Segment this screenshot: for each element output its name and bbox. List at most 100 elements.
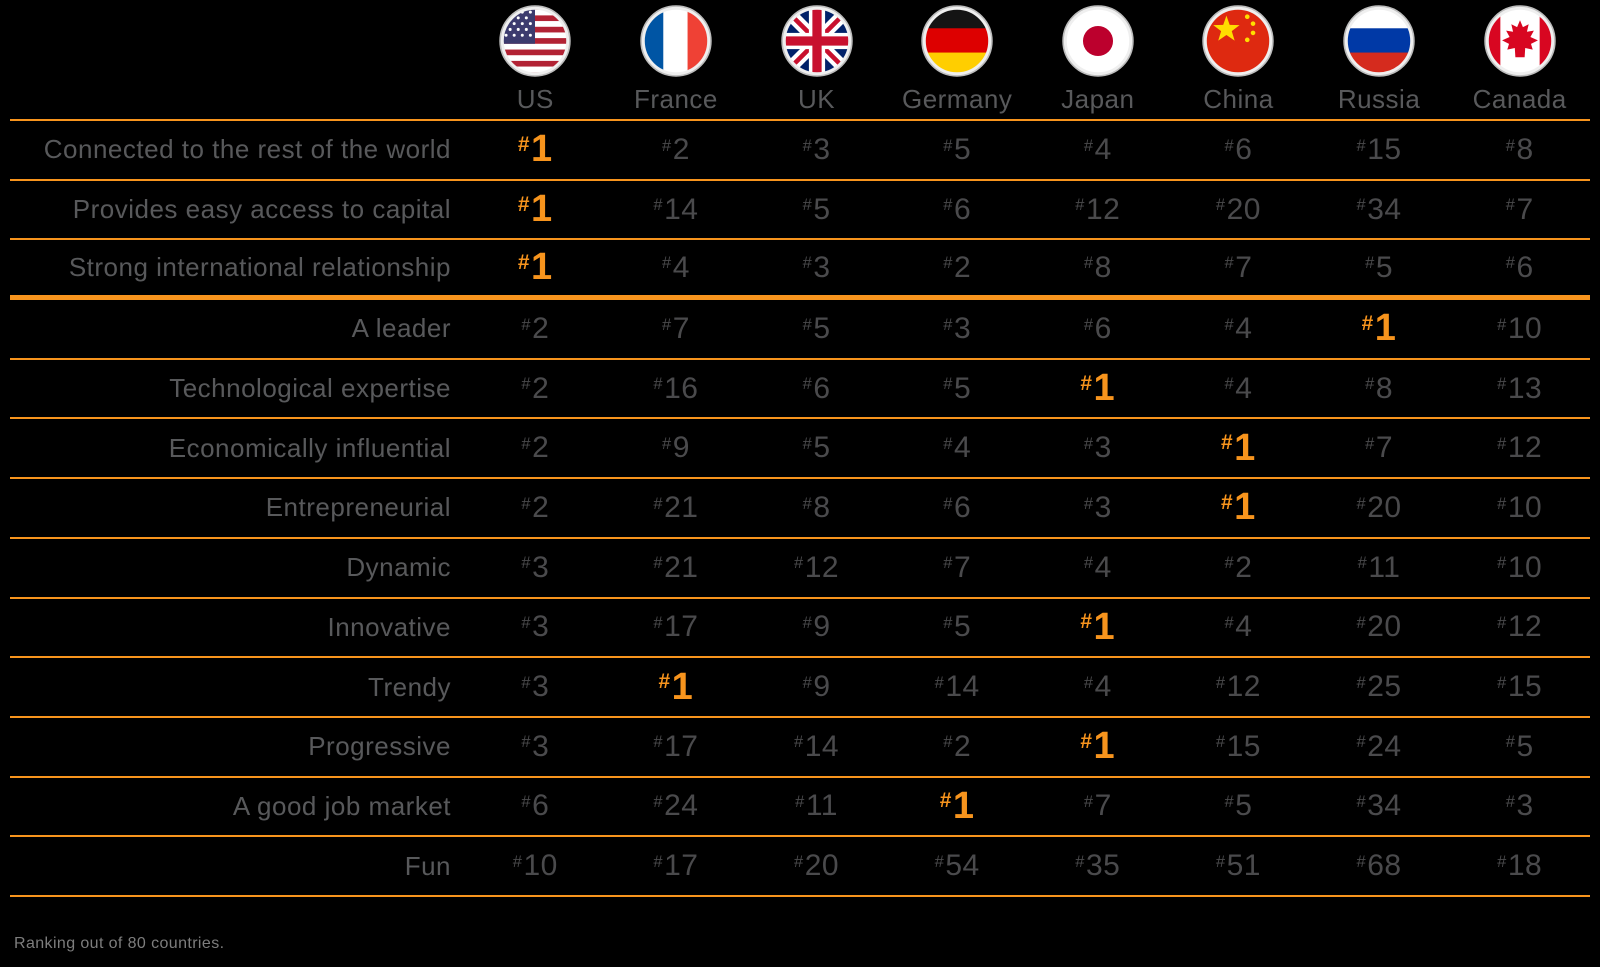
rank-number: 2 (672, 132, 690, 166)
rank-number: 7 (953, 550, 972, 584)
rank-hash-prefix: # (1505, 733, 1516, 752)
rank-hash-prefix: # (653, 375, 664, 394)
rank-hash-prefix: # (653, 196, 664, 215)
rank-number: 4 (1235, 610, 1253, 644)
rank-hash-prefix: # (943, 254, 953, 273)
rank-value: #7 (1309, 431, 1450, 465)
table-row: Connected to the rest of the world #1 #2 #3… (10, 121, 1590, 181)
rank-value: #8 (746, 491, 887, 525)
rank-number: 6 (953, 490, 972, 524)
rank-hash-prefix: # (802, 435, 813, 454)
rank-number: 35 (1085, 849, 1121, 883)
row-label: Economically influential (168, 432, 451, 463)
rank-hash-prefix: # (653, 793, 664, 812)
rank-hash-prefix: # (1221, 491, 1234, 515)
rank-hash-prefix: # (1497, 315, 1507, 334)
rank-number: 5 (1375, 250, 1393, 284)
table-row: Provides easy access to capital #1 #14 #5 #6… (10, 181, 1590, 241)
rank-number: 8 (1516, 132, 1534, 166)
rank-hash-prefix: # (1356, 614, 1367, 633)
rank-value: #2 (606, 133, 747, 167)
rank-number: 1 (531, 128, 553, 171)
rank-number: 15 (1226, 729, 1261, 763)
rank-number: 10 (523, 849, 558, 883)
table-row: Fun #10 #17 #20 #54 #35 #51 #68 #18 (10, 837, 1590, 897)
rank-hash-prefix: # (1224, 375, 1235, 394)
rank-number: 5 (813, 311, 831, 345)
rank-hash-prefix: # (662, 254, 672, 273)
rank-hash-prefix: # (1080, 729, 1093, 753)
table-row: Progressive #3 #17 #14 #2 #1 #15 #24 #5 (10, 718, 1590, 778)
rank-value: #13 (1449, 372, 1590, 406)
rank-value-top: #1 (465, 188, 606, 231)
rank-number: 34 (1367, 789, 1402, 823)
footnote: Ranking out of 80 countries. (14, 935, 225, 952)
rank-hash-prefix: # (1083, 554, 1094, 573)
rank-hash-prefix: # (1075, 852, 1085, 871)
rank-number: 24 (664, 789, 699, 823)
table-header-row: US France UK Germany (10, 0, 1590, 121)
rank-hash-prefix: # (795, 793, 805, 812)
rank-value: #21 (606, 551, 747, 585)
rank-number: 1 (1374, 307, 1397, 350)
rank-hash-prefix: # (1365, 435, 1375, 454)
rank-hash-prefix: # (521, 793, 532, 812)
rank-hash-prefix: # (512, 852, 523, 871)
rank-number: 20 (1367, 490, 1402, 524)
row-label: Provides easy access to capital (72, 194, 451, 225)
rank-number: 2 (532, 311, 550, 345)
rank-hash-prefix: # (943, 435, 953, 454)
rank-number: 15 (1507, 670, 1543, 704)
rank-hash-prefix: # (1083, 494, 1094, 513)
rank-value: #6 (887, 193, 1028, 227)
rank-hash-prefix: # (943, 375, 953, 394)
rank-number: 17 (664, 610, 699, 644)
rank-hash-prefix: # (939, 789, 952, 813)
rank-value: #25 (1309, 670, 1450, 704)
rank-value: #12 (1449, 431, 1590, 465)
rank-value-top: #1 (1028, 725, 1169, 768)
rank-number: 7 (1235, 250, 1253, 284)
rank-hash-prefix: # (794, 554, 804, 573)
rank-value: #9 (606, 431, 747, 465)
rank-value-top: #1 (1168, 486, 1309, 529)
rank-number: 3 (532, 610, 550, 644)
rank-number: 10 (1507, 550, 1543, 584)
rank-number: 25 (1367, 670, 1402, 704)
country-label: China (1203, 84, 1274, 114)
rank-number: 3 (813, 250, 831, 284)
rank-hash-prefix: # (1215, 733, 1226, 752)
table-body: Connected to the rest of the world #1 #2 #3… (10, 121, 1590, 897)
rank-number: 6 (1094, 311, 1112, 345)
rank-number: 3 (1094, 490, 1112, 524)
column-header-france: France (606, 0, 747, 119)
rank-number: 17 (664, 849, 699, 883)
rank-hash-prefix: # (934, 673, 945, 692)
rank-number: 5 (953, 132, 972, 166)
rank-number: 5 (1516, 729, 1534, 763)
rank-hash-prefix: # (794, 733, 804, 752)
rank-hash-prefix: # (1080, 610, 1093, 634)
rank-value: #4 (887, 431, 1028, 465)
rank-hash-prefix: # (1215, 673, 1226, 692)
rank-number: 10 (1507, 311, 1543, 345)
rank-hash-prefix: # (943, 136, 953, 155)
rank-hash-prefix: # (1215, 852, 1226, 871)
rank-hash-prefix: # (1356, 733, 1367, 752)
rank-hash-prefix: # (653, 733, 664, 752)
rank-number: 4 (1235, 371, 1253, 405)
rank-hash-prefix: # (1221, 431, 1234, 455)
column-header-germany: Germany (887, 0, 1028, 119)
rank-hash-prefix: # (521, 554, 532, 573)
rank-number: 3 (1094, 431, 1112, 465)
rank-value: #3 (1028, 431, 1169, 465)
rank-number: 5 (813, 431, 831, 465)
rank-number: 24 (1367, 729, 1402, 763)
rank-value: #8 (1309, 372, 1450, 406)
rank-hash-prefix: # (802, 673, 813, 692)
rank-number: 1 (531, 246, 553, 289)
table-row: Innovative #3 #17 #9 #5 #1 #4 #20 #12 (10, 599, 1590, 659)
country-label: UK (798, 84, 836, 114)
rank-hash-prefix: # (662, 435, 672, 454)
rank-number: 3 (532, 729, 550, 763)
